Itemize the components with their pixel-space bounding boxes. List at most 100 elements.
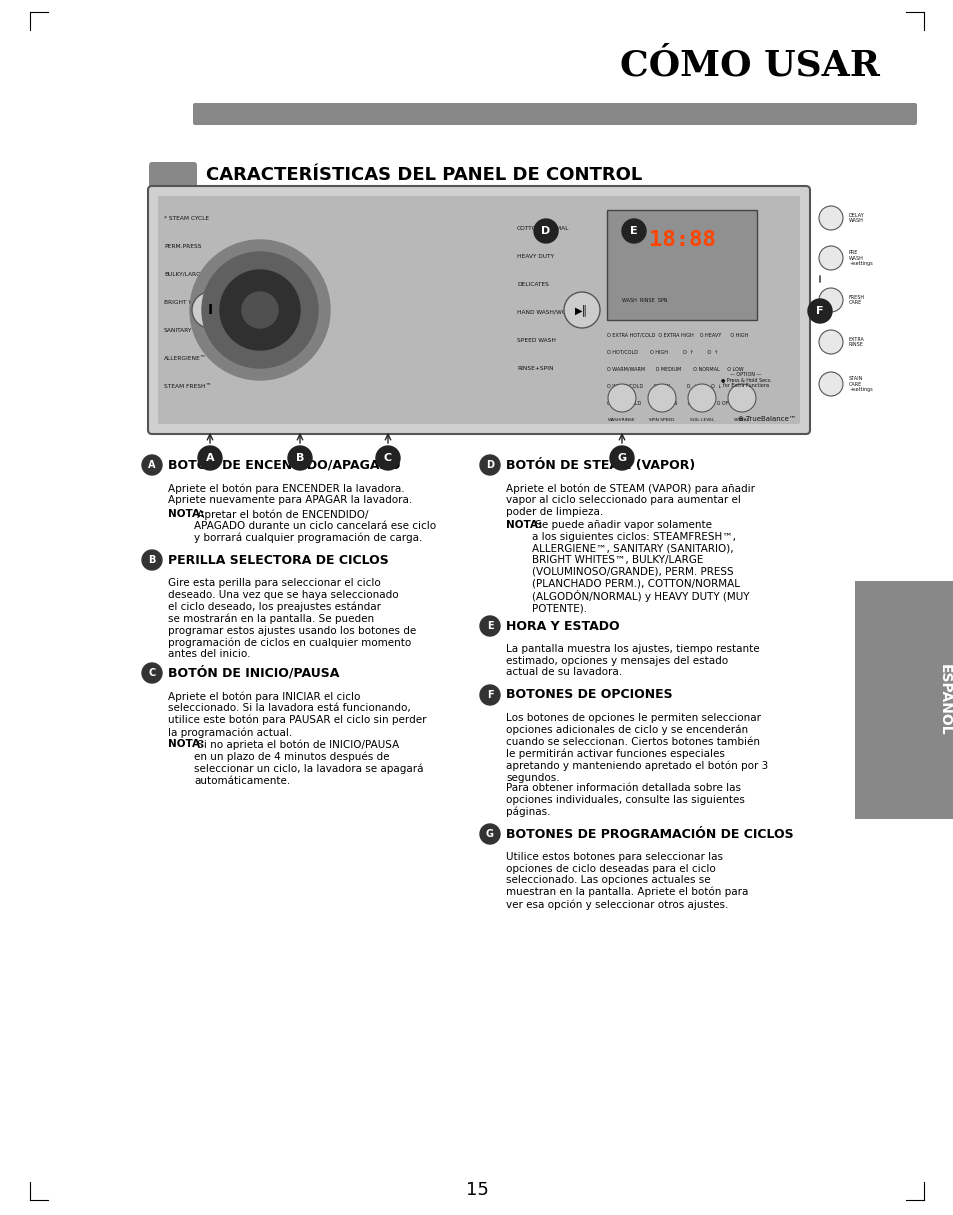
Text: Apriete el botón para ENCENDER la lavadora.
Apriete nuevamente para APAGAR la la: Apriete el botón para ENCENDER la lavado… <box>168 484 412 505</box>
Text: E: E <box>630 226 638 236</box>
Circle shape <box>609 446 634 470</box>
Text: Se puede añadir vapor solamente
a los siguientes ciclos: STEAMFRESH™,
ALLERGIENE: Se puede añadir vapor solamente a los si… <box>532 520 749 614</box>
Text: A: A <box>206 453 214 463</box>
Text: COTTON/NORMAL: COTTON/NORMAL <box>517 226 569 231</box>
Text: STAIN
CARE
+settings: STAIN CARE +settings <box>848 375 872 392</box>
Text: BOTÓN DE ENCENDIDO/APAGADO: BOTÓN DE ENCENDIDO/APAGADO <box>168 458 400 471</box>
Text: Apretar el botón de ENCENDIDO/
APAGADO durante un ciclo cancelará ese ciclo
y bo: Apretar el botón de ENCENDIDO/ APAGADO d… <box>193 509 436 543</box>
Circle shape <box>479 685 499 705</box>
Circle shape <box>727 384 755 412</box>
Text: SANITARY: SANITARY <box>164 328 193 333</box>
Text: G: G <box>617 453 626 463</box>
Text: NOTA:: NOTA: <box>505 520 542 530</box>
Text: CÓMO USAR: CÓMO USAR <box>619 49 879 81</box>
Circle shape <box>142 663 162 683</box>
Circle shape <box>818 288 842 312</box>
FancyBboxPatch shape <box>158 196 800 424</box>
Text: ▶║: ▶║ <box>575 304 588 316</box>
Text: STEAM FRESH™: STEAM FRESH™ <box>164 384 212 389</box>
Text: Apriete el botón de STEAM (VAPOR) para añadir
vapor al ciclo seleccionado para a: Apriete el botón de STEAM (VAPOR) para a… <box>505 484 754 516</box>
Text: O WARM/WARM       O MEDIUM        O NORMAL     O LOW: O WARM/WARM O MEDIUM O NORMAL O LOW <box>606 367 743 372</box>
Text: Para obtener información detallada sobre las
opciones individuales, consulte las: Para obtener información detallada sobre… <box>505 782 744 816</box>
Text: 15: 15 <box>465 1181 488 1199</box>
Circle shape <box>534 219 558 243</box>
Circle shape <box>190 241 330 380</box>
Text: BULKY/LARGE: BULKY/LARGE <box>164 271 204 277</box>
Text: B: B <box>148 555 155 565</box>
Text: Apriete el botón para INICIAR el ciclo
seleccionado. Si la lavadora está funcion: Apriete el botón para INICIAR el ciclo s… <box>168 691 426 738</box>
Text: NOTA:: NOTA: <box>168 739 204 748</box>
Text: 18:88: 18:88 <box>648 230 715 250</box>
Text: D: D <box>540 226 550 236</box>
Text: BOTÓN DE INICIO/PAUSA: BOTÓN DE INICIO/PAUSA <box>168 666 339 679</box>
Text: A: A <box>148 460 155 470</box>
Text: PRE
WASH
+settings: PRE WASH +settings <box>848 250 872 266</box>
Text: — OPTION —
● Press & Hold Secs.
for Extra Functions: — OPTION — ● Press & Hold Secs. for Extr… <box>720 372 771 389</box>
Text: O EXTRA HOT/COLD  O EXTRA HIGH    O HEAVY      O HIGH: O EXTRA HOT/COLD O EXTRA HIGH O HEAVY O … <box>606 333 747 338</box>
Text: O WARM/COLD       O LOW           O  ↓         O  ↓: O WARM/COLD O LOW O ↓ O ↓ <box>606 384 721 389</box>
Circle shape <box>202 252 317 368</box>
Text: BOTONES DE PROGRAMACIÓN DE CICLOS: BOTONES DE PROGRAMACIÓN DE CICLOS <box>505 827 793 841</box>
Circle shape <box>479 616 499 635</box>
Text: C: C <box>149 668 155 678</box>
Text: F: F <box>816 306 822 316</box>
Circle shape <box>818 372 842 396</box>
Text: C: C <box>383 453 392 463</box>
Text: NOTA:: NOTA: <box>168 509 204 519</box>
Text: ESPAÑOL: ESPAÑOL <box>937 665 951 736</box>
Text: RINSE+SPIN: RINSE+SPIN <box>517 366 553 371</box>
Circle shape <box>142 454 162 475</box>
Text: O COLD/COLD       O NO SPIN       O LIGHT      O OFF: O COLD/COLD O NO SPIN O LIGHT O OFF <box>606 401 730 406</box>
Circle shape <box>198 446 222 470</box>
Text: Si no aprieta el botón de INICIO/PAUSA
en un plazo de 4 minutos después de
selec: Si no aprieta el botón de INICIO/PAUSA e… <box>193 739 423 786</box>
Circle shape <box>220 270 299 350</box>
Circle shape <box>563 292 599 328</box>
Circle shape <box>479 824 499 844</box>
Text: WASH  RINSE  SPN: WASH RINSE SPN <box>621 298 667 303</box>
Text: BRIGHT WHITE™: BRIGHT WHITE™ <box>164 300 213 305</box>
Circle shape <box>142 550 162 570</box>
Text: CARACTERÍSTICAS DEL PANEL DE CONTROL: CARACTERÍSTICAS DEL PANEL DE CONTROL <box>206 166 641 183</box>
Text: E: E <box>486 621 493 631</box>
Text: I: I <box>207 303 213 317</box>
Circle shape <box>807 299 831 323</box>
Circle shape <box>818 330 842 354</box>
Text: EXTRA
RINSE: EXTRA RINSE <box>848 337 864 347</box>
Text: BOTONES DE OPCIONES: BOTONES DE OPCIONES <box>505 689 672 701</box>
Text: O HOT/COLD        O HIGH          O  ↑         O  ↑: O HOT/COLD O HIGH O ↑ O ↑ <box>606 350 718 355</box>
Text: G: G <box>485 829 494 840</box>
Circle shape <box>192 292 228 328</box>
Circle shape <box>607 384 636 412</box>
Text: F: F <box>486 690 493 700</box>
Circle shape <box>242 292 277 328</box>
Circle shape <box>375 446 399 470</box>
Circle shape <box>288 446 312 470</box>
Text: FRESH
CARE: FRESH CARE <box>848 294 864 305</box>
Text: WASH/RINSE: WASH/RINSE <box>608 418 635 422</box>
Text: D: D <box>485 460 494 470</box>
Bar <box>606 210 757 320</box>
Circle shape <box>818 245 842 270</box>
Text: PERM.PRESS: PERM.PRESS <box>164 243 201 249</box>
Text: HEAVY DUTY: HEAVY DUTY <box>517 254 554 259</box>
Text: ALLERGIENE™: ALLERGIENE™ <box>164 356 207 361</box>
FancyBboxPatch shape <box>148 186 809 434</box>
FancyBboxPatch shape <box>149 162 196 188</box>
Text: HORA Y ESTADO: HORA Y ESTADO <box>505 620 619 633</box>
Circle shape <box>621 219 645 243</box>
Text: SOIL LEVEL: SOIL LEVEL <box>689 418 714 422</box>
Circle shape <box>687 384 716 412</box>
Text: DELICATES: DELICATES <box>517 282 548 287</box>
Text: BOTÓN DE STEAM (VAPOR): BOTÓN DE STEAM (VAPOR) <box>505 458 695 471</box>
Circle shape <box>818 207 842 230</box>
Text: ⊕ TrueBalance™: ⊕ TrueBalance™ <box>738 416 795 422</box>
Text: SPEED WASH: SPEED WASH <box>517 338 556 343</box>
Text: La pantalla muestra los ajustes, tiempo restante
estimado, opciones y mensajes d: La pantalla muestra los ajustes, tiempo … <box>505 644 759 677</box>
Circle shape <box>479 454 499 475</box>
Text: * STEAM CYCLE: * STEAM CYCLE <box>164 215 209 220</box>
Text: DELAY
WASH: DELAY WASH <box>848 213 863 224</box>
Text: Los botones de opciones le permiten seleccionar
opciones adicionales de ciclo y : Los botones de opciones le permiten sele… <box>505 713 767 782</box>
Text: PERILLA SELECTORA DE CICLOS: PERILLA SELECTORA DE CICLOS <box>168 554 388 566</box>
Text: B: B <box>295 453 304 463</box>
Text: Gire esta perilla para seleccionar el ciclo
deseado. Una vez que se haya selecci: Gire esta perilla para seleccionar el ci… <box>168 578 416 660</box>
